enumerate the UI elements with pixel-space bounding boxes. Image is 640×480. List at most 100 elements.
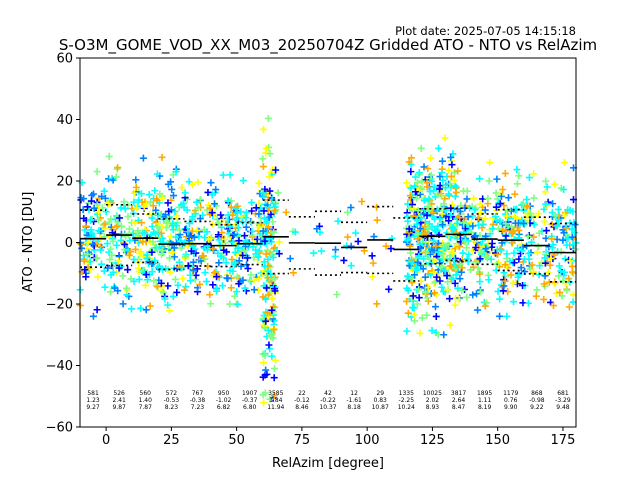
chart-title: S-O3M_GOME_VOD_XX_M03_20250704Z Gridded … (59, 36, 597, 55)
scatter-point (510, 259, 518, 267)
scatter-point (151, 187, 159, 195)
scatter-point (164, 301, 172, 309)
scatter-point (493, 175, 501, 183)
scatter-point (446, 321, 454, 329)
scatter-point (220, 246, 228, 254)
scatter-point (165, 207, 173, 215)
scatter-point (243, 254, 251, 262)
scatter-point (452, 188, 460, 196)
scatter-point (532, 292, 540, 300)
scatter-point (142, 271, 150, 279)
scatter-point (526, 209, 534, 217)
scatter-point (221, 235, 229, 243)
scatter-point (557, 267, 565, 275)
scatter-point (209, 281, 217, 289)
scatter-point (102, 208, 110, 216)
scatter-point (472, 243, 480, 251)
scatter-point (260, 399, 268, 407)
scatter-point (260, 214, 268, 222)
scatter-point (513, 180, 521, 188)
scatter-point (424, 284, 432, 292)
bin-std-label: 8.46 (295, 404, 309, 411)
scatter-point (469, 222, 477, 230)
scatter-point (408, 258, 416, 266)
scatter-point (425, 195, 433, 203)
scatter-point (153, 197, 161, 205)
scatter-point (419, 265, 427, 273)
scatter-point (447, 262, 455, 270)
scatter-point (542, 200, 550, 208)
scatter-point (425, 207, 433, 215)
scatter-point (509, 279, 517, 287)
scatter-point (553, 222, 561, 230)
scatter-point (481, 302, 489, 310)
scatter-point (191, 245, 199, 253)
scatter-point (424, 297, 432, 305)
scatter-point (551, 212, 559, 220)
scatter-point (262, 219, 270, 227)
scatter-point (347, 204, 355, 212)
scatter-point (193, 265, 201, 273)
scatter-point (468, 247, 476, 255)
x-tick-label: 50 (228, 433, 245, 448)
scatter-point (450, 176, 458, 184)
scatter-point (540, 295, 548, 303)
scatter-point (259, 293, 267, 301)
scatter-point (164, 282, 172, 290)
scatter-point (417, 244, 425, 252)
scatter-point (170, 244, 178, 252)
scatter-point (310, 249, 318, 257)
scatter-point (449, 249, 457, 257)
bin-std-label: 8.18 (347, 404, 361, 411)
scatter-point (432, 312, 440, 320)
scatter-point (109, 268, 117, 276)
scatter-point (89, 312, 97, 320)
scatter-point (519, 200, 527, 208)
scatter-point (501, 277, 509, 285)
scatter-point (268, 294, 276, 302)
scatter-point (80, 195, 88, 203)
scatter-point (201, 268, 209, 276)
scatter-point (542, 251, 550, 259)
scatter-point (447, 211, 455, 219)
scatter-point (435, 248, 443, 256)
scatter-point (214, 219, 222, 227)
scatter-point (492, 203, 500, 211)
scatter-point (373, 216, 381, 224)
scatter-point (115, 257, 123, 265)
scatter-point (161, 295, 169, 303)
bin-mean-label: 2.02 (426, 397, 440, 404)
scatter-point (540, 205, 548, 213)
scatter-point (451, 192, 459, 200)
scatter-point (494, 259, 502, 267)
scatter-point (83, 203, 91, 211)
bin-std-label: 11.94 (267, 404, 284, 411)
scatter-point (148, 248, 156, 256)
scatter-point (132, 176, 140, 184)
scatter-point (94, 216, 102, 224)
scatter-point (215, 236, 223, 244)
scatter-point (81, 266, 89, 274)
scatter-point (104, 200, 112, 208)
scatter-point (260, 207, 268, 215)
scatter-point (196, 280, 204, 288)
scatter-point (114, 164, 122, 172)
y-axis-ticks: −60 −40 −20 0 20 40 60 (46, 52, 80, 436)
scatter-point (207, 300, 215, 308)
scatter-point (94, 273, 102, 281)
bin-count-label: 22 (298, 390, 306, 397)
scatter-point (154, 283, 162, 291)
scatter-point (218, 282, 226, 290)
scatter-point (173, 239, 181, 247)
scatter-point (439, 250, 447, 258)
scatter-point (554, 205, 562, 213)
scatter-point (150, 277, 158, 285)
scatter-point (204, 188, 212, 196)
scatter-point (139, 252, 147, 260)
scatter-point (275, 250, 283, 258)
scatter-point (154, 211, 162, 219)
bin-mean-label: -1.02 (216, 397, 232, 404)
scatter-point (108, 174, 116, 182)
scatter-point (259, 125, 267, 133)
scatter-point (264, 255, 272, 263)
